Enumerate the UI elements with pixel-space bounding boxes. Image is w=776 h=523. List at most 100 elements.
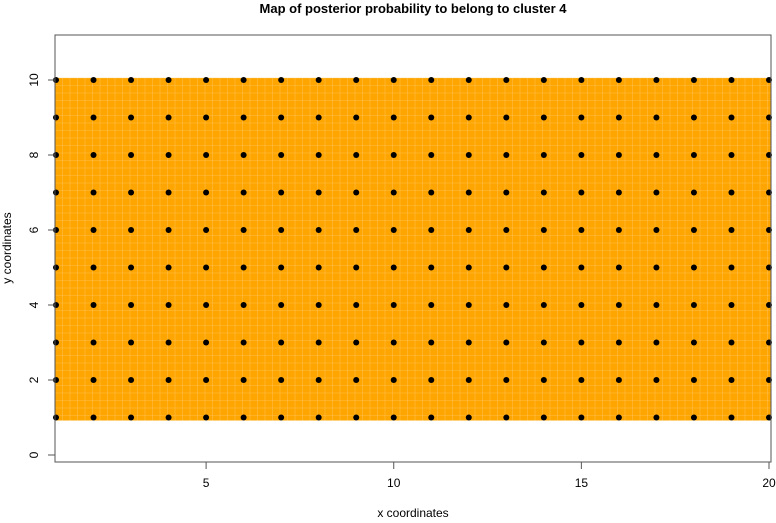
data-point	[428, 264, 435, 271]
data-point	[128, 152, 135, 158]
data-point	[503, 152, 510, 158]
data-point	[315, 152, 322, 158]
data-point	[428, 302, 435, 308]
data-point	[690, 339, 697, 346]
data-point	[615, 302, 622, 308]
data-point	[578, 227, 585, 233]
data-point	[390, 339, 397, 346]
data-point	[653, 414, 660, 421]
data-point	[390, 77, 397, 83]
data-point	[165, 152, 172, 158]
data-point	[578, 377, 585, 383]
data-point	[353, 264, 360, 271]
data-point	[315, 302, 322, 308]
x-tick-label: 5	[203, 476, 210, 490]
data-point	[615, 152, 622, 158]
data-point	[353, 339, 360, 346]
data-point	[653, 114, 660, 121]
data-point	[165, 189, 172, 196]
data-point	[353, 302, 360, 308]
data-point	[240, 339, 247, 346]
data-point	[728, 264, 735, 271]
data-point	[578, 189, 585, 196]
data-point	[165, 227, 172, 233]
data-point	[540, 414, 547, 421]
data-point	[203, 414, 210, 421]
data-point	[540, 339, 547, 346]
data-point	[503, 414, 510, 421]
data-point	[278, 377, 285, 383]
y-axis: 0 2 4 6 8 10	[27, 73, 55, 458]
data-point	[203, 114, 210, 121]
data-point	[390, 264, 397, 271]
data-point	[240, 302, 247, 308]
data-point	[128, 189, 135, 196]
data-point	[690, 189, 697, 196]
data-point	[653, 264, 660, 271]
data-point	[203, 77, 210, 83]
data-point	[690, 77, 697, 83]
data-point	[428, 77, 435, 83]
data-point	[128, 77, 135, 83]
data-point	[315, 264, 322, 271]
data-point	[353, 377, 360, 383]
y-tick-label: 4	[27, 301, 41, 308]
data-point	[278, 77, 285, 83]
data-point	[90, 377, 97, 383]
fill-rect	[55, 78, 771, 421]
data-point	[165, 302, 172, 308]
data-point	[615, 414, 622, 421]
y-tick-label: 10	[27, 73, 41, 87]
data-point	[53, 189, 59, 196]
data-point	[390, 152, 397, 158]
data-point	[203, 339, 210, 346]
data-point	[278, 414, 285, 421]
data-point	[53, 414, 59, 421]
data-point	[728, 414, 735, 421]
data-point	[728, 227, 735, 233]
data-point	[690, 152, 697, 158]
data-point	[240, 77, 247, 83]
data-point	[428, 339, 435, 346]
data-point	[690, 114, 697, 121]
data-point	[465, 339, 472, 346]
data-point	[578, 114, 585, 121]
data-point	[203, 377, 210, 383]
data-point	[653, 339, 660, 346]
x-tick-label: 10	[387, 476, 401, 490]
y-tick-label: 8	[27, 151, 41, 158]
data-point	[465, 114, 472, 121]
data-point	[353, 189, 360, 196]
data-point	[315, 189, 322, 196]
data-point	[465, 377, 472, 383]
data-point	[428, 189, 435, 196]
data-point	[503, 264, 510, 271]
data-point	[390, 302, 397, 308]
data-point	[615, 227, 622, 233]
data-point	[728, 114, 735, 121]
data-point	[315, 77, 322, 83]
data-point	[690, 227, 697, 233]
y-tick-label: 0	[27, 451, 41, 458]
data-point	[653, 77, 660, 83]
data-point	[165, 377, 172, 383]
data-point	[503, 377, 510, 383]
chart-title: Map of posterior probability to belong t…	[260, 1, 568, 16]
data-point	[540, 152, 547, 158]
data-point	[690, 414, 697, 421]
data-point	[465, 414, 472, 421]
data-point	[278, 152, 285, 158]
data-point	[90, 77, 97, 83]
data-point	[128, 114, 135, 121]
x-axis: 5 10 15 20	[203, 462, 776, 490]
data-point	[278, 302, 285, 308]
data-point	[353, 414, 360, 421]
data-point	[315, 227, 322, 233]
data-point	[165, 77, 172, 83]
data-point	[653, 227, 660, 233]
data-point	[90, 264, 97, 271]
data-point	[240, 264, 247, 271]
data-point	[728, 302, 735, 308]
data-point	[465, 77, 472, 83]
data-point	[203, 264, 210, 271]
